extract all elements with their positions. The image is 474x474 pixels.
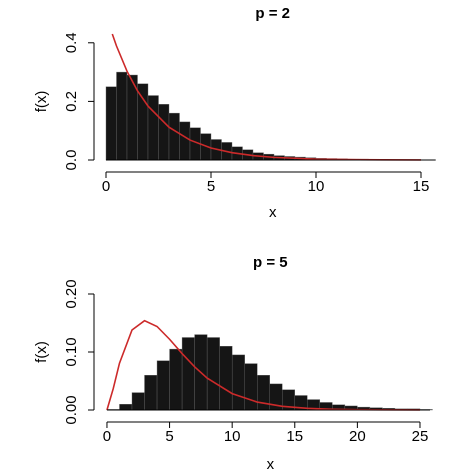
chart-title: p = 5 <box>253 254 288 271</box>
x-tick-label: 10 <box>224 428 241 445</box>
histogram-bar <box>179 121 191 161</box>
density-curve <box>106 319 420 411</box>
y-axis-label: f(x) <box>33 91 50 113</box>
histogram-bar <box>105 86 117 161</box>
x-axis-label: x <box>267 456 275 473</box>
y-tick-label: 0.4 <box>63 32 80 53</box>
y-tick-label: 0.2 <box>63 91 80 112</box>
y-tick-label: 0.00 <box>63 395 80 424</box>
y-tick-label: 0.20 <box>63 279 80 308</box>
histogram-bar <box>116 71 128 161</box>
x-tick-label: 15 <box>286 428 303 445</box>
x-tick-label: 5 <box>207 178 215 195</box>
x-tick-label: 10 <box>308 178 325 195</box>
histogram-bar <box>206 337 220 411</box>
histogram-bar <box>244 363 258 411</box>
x-tick-label: 0 <box>103 428 111 445</box>
y-axis-label: f(x) <box>33 341 50 363</box>
x-tick-label: 20 <box>349 428 366 445</box>
histogram-bar <box>119 404 133 411</box>
histogram-bar <box>257 375 270 411</box>
chart-title: p = 2 <box>255 5 290 22</box>
histogram-bar <box>219 346 233 411</box>
histogram-bar <box>168 112 180 161</box>
x-tick-label: 25 <box>412 428 429 445</box>
histogram-bar <box>169 348 183 411</box>
x-tick-label: 5 <box>165 428 173 445</box>
y-tick-label: 0.10 <box>63 337 80 366</box>
histogram-bar <box>156 360 170 411</box>
histogram-bar <box>144 375 158 411</box>
x-tick-label: 15 <box>413 178 430 195</box>
histogram-bar <box>231 354 245 411</box>
y-tick-label: 0.0 <box>63 150 80 171</box>
x-tick-label: 0 <box>102 178 110 195</box>
histogram-bar <box>137 83 149 161</box>
histogram-bar <box>131 392 145 411</box>
histogram-bar <box>158 104 170 161</box>
histogram-bar <box>147 95 159 161</box>
histogram-bar <box>181 337 195 411</box>
x-axis-label: x <box>269 204 277 221</box>
density-curve <box>111 33 422 161</box>
